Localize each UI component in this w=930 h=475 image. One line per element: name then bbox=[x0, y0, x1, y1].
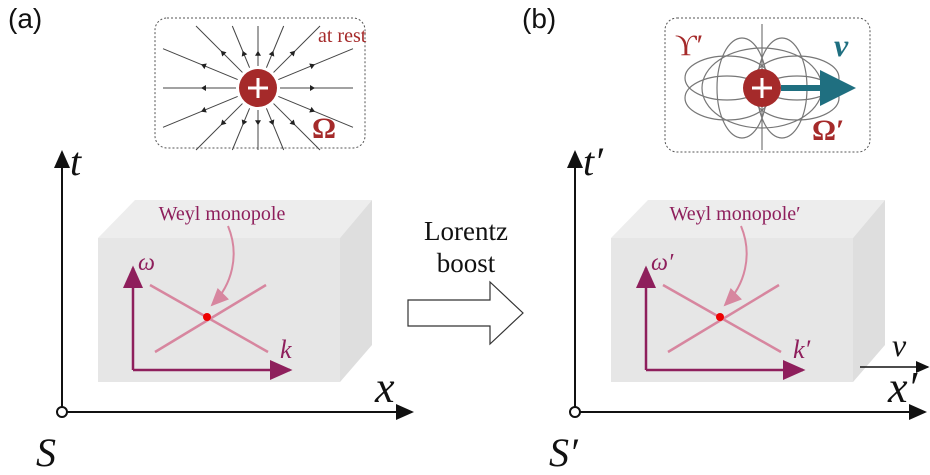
page: (a) (b) at rest Ω ϒ′ v⃗ Ω′ t x S Weyl monop… bbox=[0, 0, 930, 475]
origin bbox=[57, 407, 67, 417]
boost-arrow bbox=[408, 282, 523, 344]
k-label: k′ bbox=[793, 335, 811, 364]
weyl-point bbox=[203, 313, 211, 321]
box-front bbox=[98, 238, 340, 382]
field-line bbox=[278, 49, 353, 80]
k-label: k bbox=[280, 335, 292, 364]
box-front bbox=[611, 238, 853, 382]
origin-label: S bbox=[36, 430, 56, 475]
field-line bbox=[232, 26, 249, 68]
field-arrow bbox=[255, 120, 261, 125]
field-line bbox=[163, 96, 238, 127]
omega-label: ω′ bbox=[651, 250, 674, 276]
velocity-label: v⃗ bbox=[834, 27, 873, 63]
symbol: Ω′ bbox=[812, 114, 844, 147]
origin bbox=[570, 407, 580, 417]
panel-label: (a) bbox=[8, 3, 42, 34]
field-line bbox=[266, 26, 283, 68]
t-label: t bbox=[70, 139, 82, 184]
x-label: x′ bbox=[887, 363, 919, 412]
figure: (a) (b) at rest Ω ϒ′ v⃗ Ω′ t x S Weyl monop… bbox=[0, 0, 930, 475]
field-line bbox=[163, 49, 238, 80]
field-arrow bbox=[310, 85, 315, 91]
t-label: t′ bbox=[583, 139, 604, 184]
boost-text: boost bbox=[437, 248, 496, 278]
origin-label: S′ bbox=[549, 430, 579, 475]
symbol: Ω bbox=[312, 112, 336, 145]
field-arrow bbox=[201, 85, 206, 91]
symbol: ϒ′ bbox=[675, 29, 703, 62]
weyl-point bbox=[716, 313, 724, 321]
caption: at rest bbox=[318, 25, 367, 47]
panel-label: (b) bbox=[522, 3, 556, 34]
annotation: Weyl monopole′ bbox=[669, 203, 800, 225]
velocity-label: v⃗ bbox=[892, 327, 930, 363]
field-arrow bbox=[255, 51, 261, 56]
field-line bbox=[232, 108, 249, 150]
x-label: x bbox=[374, 363, 395, 412]
annotation: Weyl monopole bbox=[159, 203, 286, 225]
omega-label: ω bbox=[138, 250, 155, 276]
boost-text: Lorentz bbox=[424, 216, 508, 246]
field-line bbox=[266, 108, 283, 150]
